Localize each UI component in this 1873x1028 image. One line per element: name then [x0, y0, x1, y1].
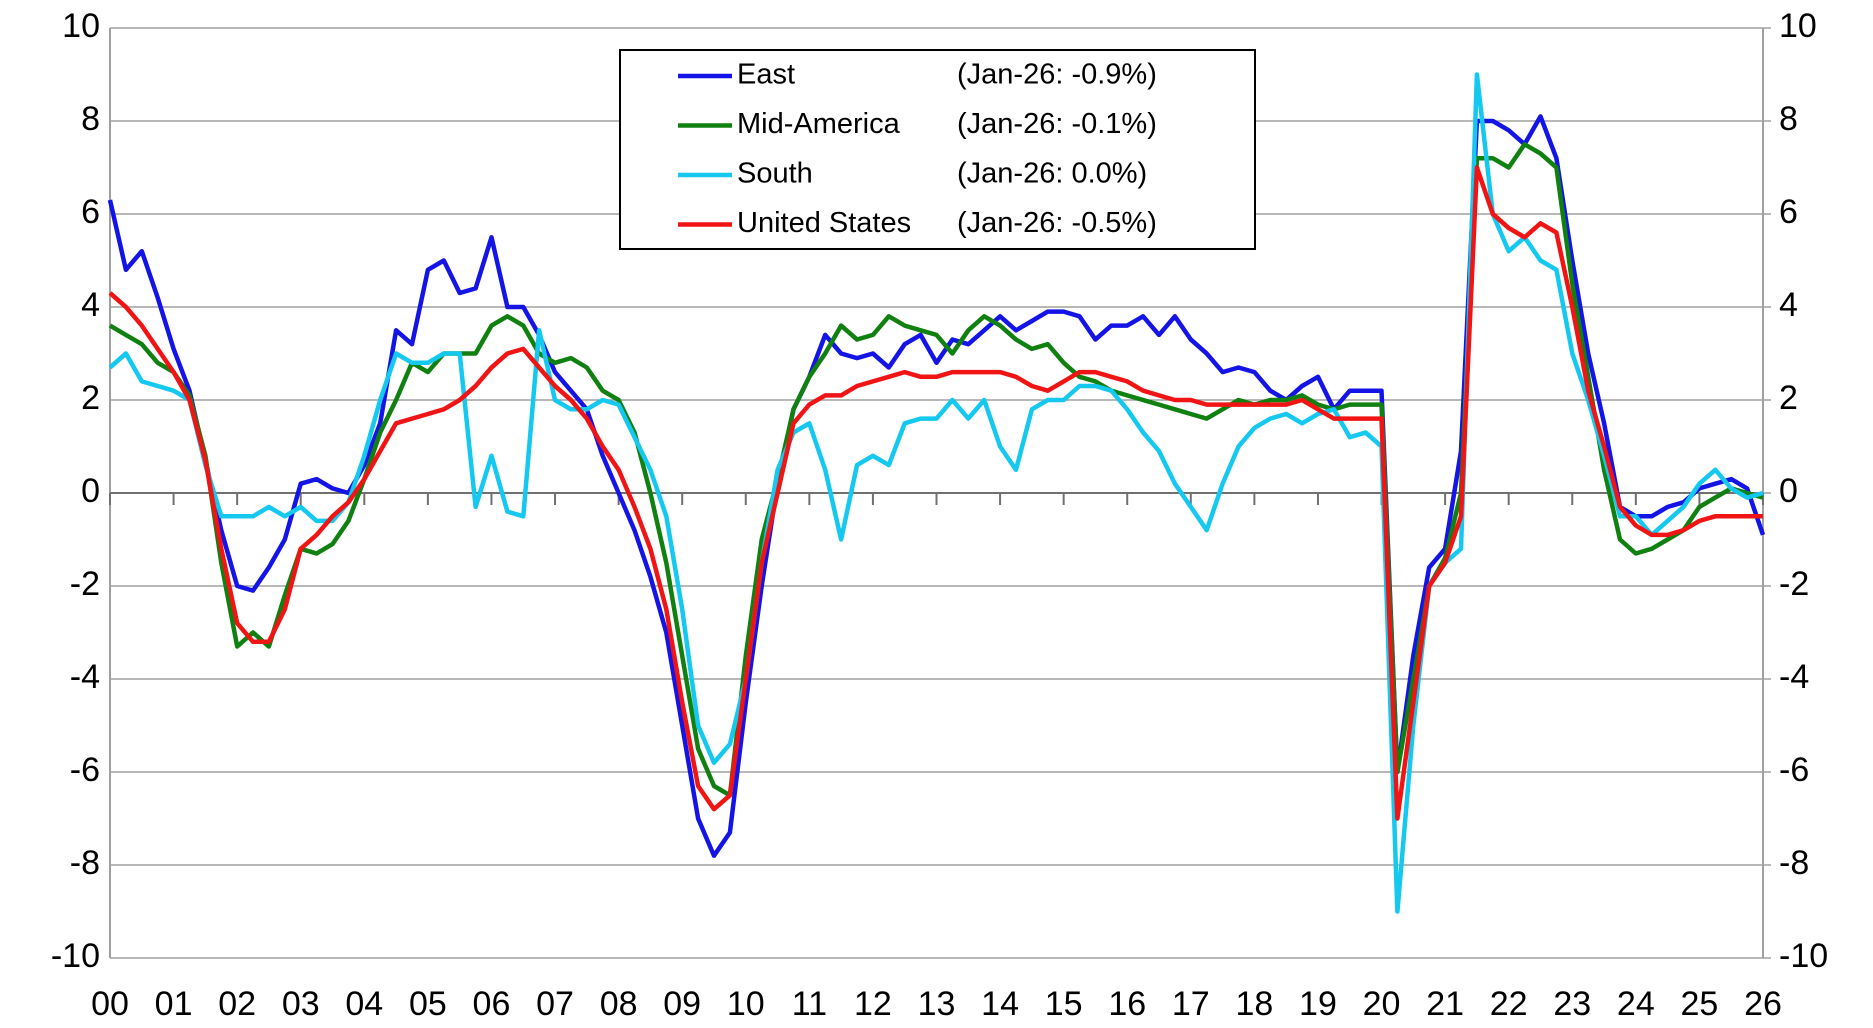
x-tick-label: 21 [1426, 985, 1464, 1023]
x-tick-label: 15 [1045, 985, 1083, 1023]
x-tick-label: 26 [1744, 985, 1782, 1023]
x-tick-label: 20 [1363, 985, 1401, 1023]
series-line [108, 72, 1764, 914]
y-tick-label: -4 [70, 658, 100, 696]
x-tick-label: 02 [218, 985, 256, 1023]
x-tick-label: 05 [409, 985, 447, 1023]
legend-note: (Jan-26: -0.9%) [957, 59, 1157, 91]
legend-label: United States [737, 207, 911, 239]
y2-tick-label: -10 [1779, 937, 1828, 975]
x-tick-label: 22 [1490, 985, 1528, 1023]
x-tick-label: 00 [91, 985, 129, 1023]
legend-label: South [737, 158, 813, 190]
x-tick-label: 16 [1108, 985, 1146, 1023]
x-tick-label: 06 [473, 985, 511, 1023]
x-tick-label: 17 [1172, 985, 1210, 1023]
y2-tick-label: 10 [1779, 7, 1817, 45]
legend-note: (Jan-26: -0.5%) [957, 207, 1157, 239]
y2-tick-label: 6 [1779, 193, 1798, 231]
y2-tick-label: -4 [1779, 658, 1809, 696]
y-tick-label: 4 [81, 286, 100, 324]
y-tick-label: 2 [81, 379, 100, 417]
y-tick-label: -6 [70, 751, 100, 789]
x-tick-label: 09 [663, 985, 701, 1023]
y2-tick-label: 2 [1779, 379, 1798, 417]
x-tick-label: 03 [282, 985, 320, 1023]
x-tick-label: 07 [536, 985, 574, 1023]
x-tick-label: 19 [1299, 985, 1337, 1023]
y2-tick-label: -6 [1779, 751, 1809, 789]
y-tick-label: 6 [81, 193, 100, 231]
y-tick-label: 0 [81, 472, 100, 510]
y-tick-label: 10 [62, 7, 100, 45]
y-tick-label: 8 [81, 100, 100, 138]
series-line [108, 165, 1763, 821]
y2-tick-label: 4 [1779, 286, 1798, 324]
x-tick-label: 23 [1553, 985, 1591, 1023]
x-tick-label: 14 [981, 985, 1019, 1023]
y-tick-label: -2 [70, 565, 100, 603]
legend-box [619, 49, 1256, 250]
x-tick-label: 10 [727, 985, 765, 1023]
y2-tick-label: 0 [1779, 472, 1798, 510]
legend-label: East [737, 59, 795, 91]
x-tick-label: 04 [345, 985, 383, 1023]
x-tick-label: 01 [155, 985, 193, 1023]
legend-label: Mid-America [737, 108, 901, 140]
x-tick-label: 13 [918, 985, 956, 1023]
x-tick-label: 18 [1235, 985, 1273, 1023]
y-tick-label: -10 [51, 937, 100, 975]
legend-note: (Jan-26: 0.0%) [957, 158, 1147, 190]
x-tick-label: 08 [600, 985, 638, 1023]
legend-note: (Jan-26: -0.1%) [957, 108, 1157, 140]
series-line [107, 114, 1766, 858]
y2-tick-label: 8 [1779, 100, 1798, 138]
x-tick-label: 11 [792, 985, 827, 1023]
y-tick-label: -8 [70, 844, 100, 882]
y2-tick-label: -8 [1779, 844, 1809, 882]
x-tick-label: 12 [854, 985, 892, 1023]
x-tick-label: 24 [1617, 985, 1655, 1023]
y2-tick-label: -2 [1779, 565, 1809, 603]
x-tick-label: 25 [1681, 985, 1719, 1023]
